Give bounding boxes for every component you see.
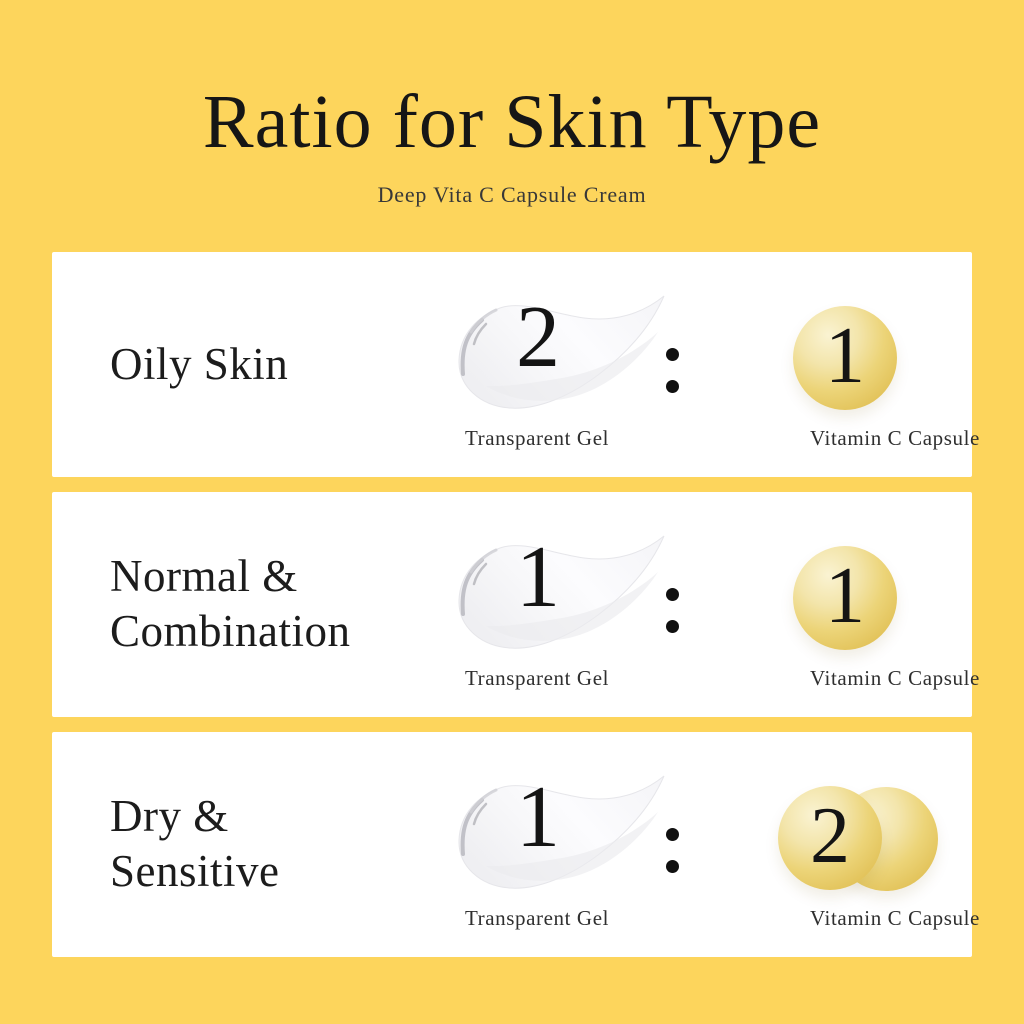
- transparent-gel-graphic: 1: [450, 764, 668, 902]
- transparent-gel-graphic: 1: [450, 524, 668, 662]
- skin-type-line: Combination: [110, 606, 351, 657]
- gel-count: 1: [516, 769, 560, 866]
- colon-dot: [665, 860, 679, 873]
- colon-dot: [665, 380, 679, 393]
- gel-smear-icon: [458, 535, 665, 649]
- capsule-caption: Vitamin C Capsule: [810, 666, 980, 690]
- ratio-row-normal-combination: Normal & Combination 1 Transparent Gel: [52, 492, 979, 717]
- ratio-row-oily-skin: Oily Skin 2 Transparent Gel: [52, 252, 979, 477]
- skin-type-line: Sensitive: [110, 846, 280, 897]
- ratio-colon-icon: [664, 588, 680, 652]
- gel-caption: Transparent Gel: [464, 426, 610, 450]
- vitamin-c-capsule-icon: 2: [778, 786, 882, 890]
- colon-dot: [665, 588, 679, 601]
- ratio-colon-icon: [664, 348, 680, 412]
- capsule-count: 1: [825, 312, 865, 400]
- colon-dot: [665, 620, 679, 633]
- skin-type-line: Normal &: [110, 550, 298, 601]
- capsule-caption: Vitamin C Capsule: [810, 906, 980, 930]
- header: Ratio for Skin Type Deep Vita C Capsule …: [0, 0, 1024, 208]
- skin-type-label: Oily Skin: [110, 337, 288, 393]
- vitamin-c-capsule-graphic: 2: [778, 786, 938, 896]
- gel-caption: Transparent Gel: [464, 666, 610, 690]
- ratio-colon-icon: [664, 828, 680, 892]
- transparent-gel-graphic: 2: [450, 284, 668, 422]
- capsule-count: 1: [825, 552, 865, 640]
- colon-dot: [665, 828, 679, 841]
- gel-count: 2: [516, 289, 560, 386]
- page-subtitle: Deep Vita C Capsule Cream: [377, 182, 647, 207]
- vitamin-c-capsule-graphic: 1: [793, 306, 953, 416]
- skin-type-label: Dry & Sensitive: [110, 789, 280, 901]
- gel-count: 1: [516, 529, 560, 626]
- skin-type-line: Oily Skin: [110, 338, 289, 389]
- vitamin-c-capsule-graphic: 1: [793, 546, 953, 656]
- capsule-caption: Vitamin C Capsule: [810, 426, 980, 450]
- ratio-rows: Oily Skin 2 Transparent Gel: [0, 252, 1024, 957]
- page-title: Ratio for Skin Type: [202, 80, 822, 164]
- vitamin-c-capsule-icon: 1: [793, 546, 897, 650]
- capsule-count: 2: [810, 792, 850, 880]
- gel-caption: Transparent Gel: [464, 906, 610, 930]
- skin-type-label: Normal & Combination: [110, 549, 351, 661]
- gel-smear-icon: [458, 295, 665, 409]
- colon-dot: [665, 348, 679, 361]
- skin-type-line: Dry &: [110, 790, 229, 841]
- ratio-row-dry-sensitive: Dry & Sensitive 1 Transparent Gel: [52, 732, 979, 957]
- vitamin-c-capsule-icon: 1: [793, 306, 897, 410]
- gel-smear-icon: [458, 775, 665, 889]
